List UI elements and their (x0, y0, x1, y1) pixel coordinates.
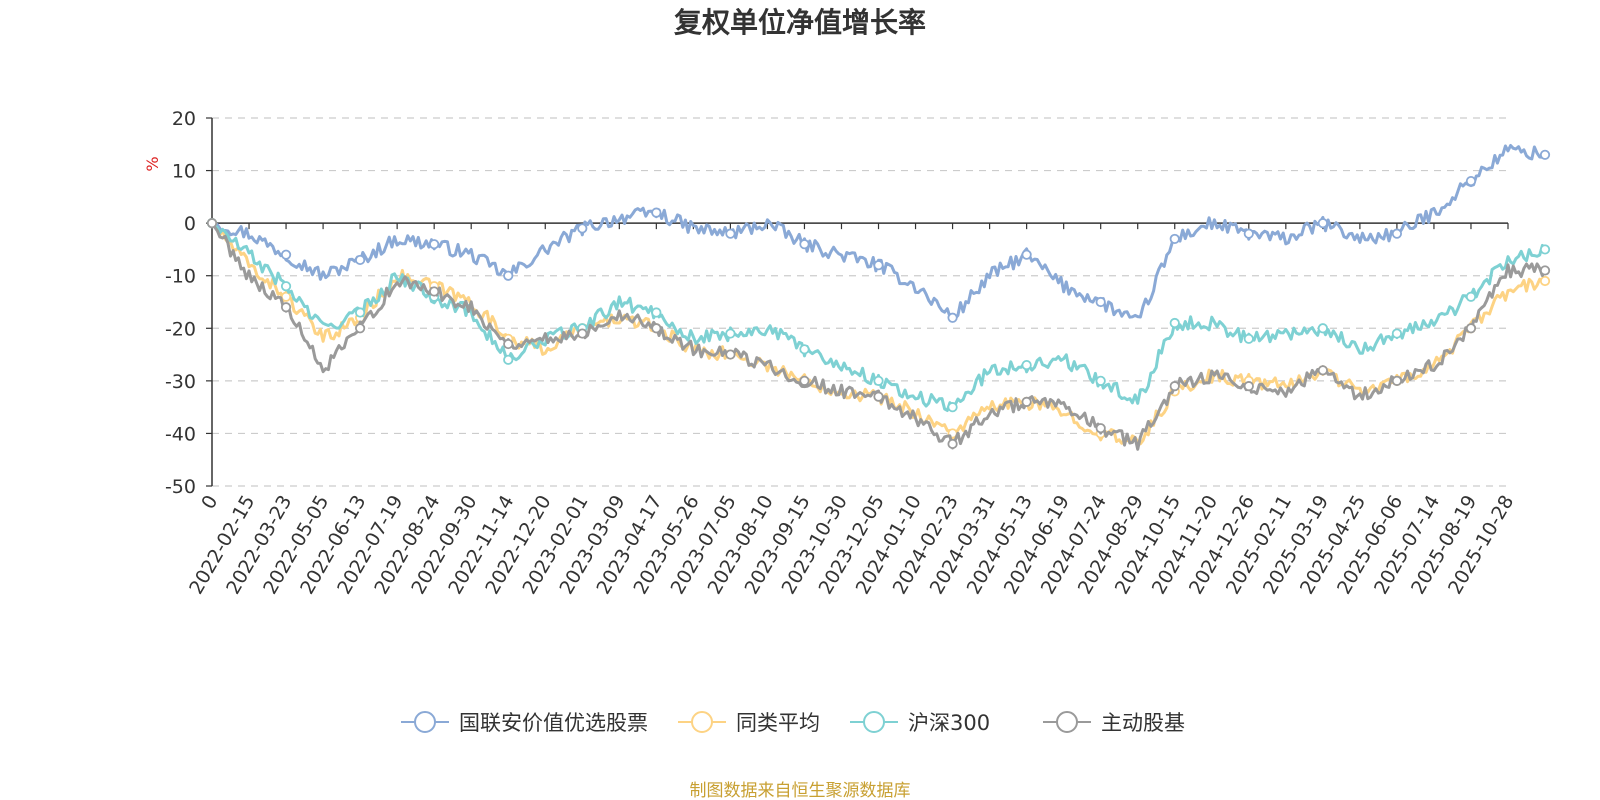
data-point[interactable] (947, 402, 958, 413)
data-point[interactable] (503, 338, 514, 350)
legend-label: 主动股基 (1101, 711, 1185, 735)
data-point[interactable] (355, 307, 366, 318)
legend-marker-icon (1056, 711, 1078, 733)
legend-item[interactable]: 沪深300 (850, 711, 990, 735)
data-point[interactable] (873, 375, 884, 386)
data-point[interactable] (1021, 396, 1032, 407)
source-note: 制图数据来自恒生聚源数据库 (690, 781, 911, 800)
y-tick-label: -40 (165, 423, 196, 445)
chart-title: 复权单位净值增长率 (674, 6, 926, 39)
data-point[interactable] (1169, 381, 1180, 392)
axis-layer: 20100-10-20-30-40-5002022-02-152022-03-2… (165, 108, 1518, 598)
legend-item[interactable]: 同类平均 (678, 711, 820, 735)
y-axis-unit: % (143, 156, 162, 171)
data-point[interactable] (725, 228, 736, 239)
legend-marker-icon (414, 711, 436, 733)
data-point[interactable] (503, 270, 514, 281)
data-point[interactable] (1169, 233, 1180, 245)
data-point[interactable] (1317, 323, 1328, 334)
data-point[interactable] (1021, 359, 1032, 371)
legend[interactable]: 国联安价值优选股票 同类平均 沪深300 主动股基 (401, 711, 1185, 735)
legend-marker-icon (691, 711, 713, 733)
y-tick-label: 20 (172, 108, 196, 130)
data-point[interactable] (1243, 228, 1254, 239)
data-point[interactable] (1243, 333, 1254, 344)
data-point[interactable] (799, 239, 810, 250)
data-point[interactable] (280, 249, 292, 260)
data-point[interactable] (355, 323, 366, 334)
y-tick-label: -50 (165, 476, 196, 498)
data-point[interactable] (1317, 365, 1328, 376)
data-point[interactable] (1539, 275, 1551, 287)
data-point[interactable] (1465, 323, 1477, 334)
series-1 (206, 218, 1551, 446)
y-tick-label: 0 (184, 213, 196, 235)
data-point[interactable] (280, 302, 292, 313)
data-point[interactable] (429, 286, 440, 297)
data-point[interactable] (503, 354, 514, 365)
data-point[interactable] (577, 223, 588, 234)
legend-label: 同类平均 (736, 711, 820, 735)
data-point[interactable] (873, 391, 884, 402)
data-point[interactable] (651, 323, 662, 334)
data-point[interactable] (1391, 228, 1403, 239)
series-line (211, 144, 1547, 320)
data-point[interactable] (1465, 175, 1477, 187)
data-point[interactable] (725, 349, 736, 360)
data-point[interactable] (799, 344, 810, 355)
legend-label: 国联安价值优选股票 (459, 711, 648, 735)
data-point[interactable] (1169, 317, 1180, 329)
series-3 (206, 218, 1551, 451)
data-point[interactable] (725, 328, 736, 339)
data-point[interactable] (1465, 291, 1477, 302)
legend-item[interactable]: 主动股基 (1043, 711, 1185, 735)
data-point[interactable] (1391, 328, 1403, 339)
series-0 (206, 144, 1551, 323)
grid-layer (212, 117, 1508, 487)
y-tick-label: 10 (172, 161, 196, 183)
data-point[interactable] (1317, 218, 1328, 229)
data-point[interactable] (651, 207, 662, 218)
data-point[interactable] (873, 260, 884, 271)
data-point[interactable] (1095, 296, 1106, 308)
data-point[interactable] (651, 307, 662, 318)
data-point[interactable] (1539, 244, 1551, 255)
data-point[interactable] (1095, 375, 1106, 386)
data-point[interactable] (1539, 149, 1551, 160)
data-point[interactable] (429, 239, 440, 250)
series-line (210, 222, 1547, 451)
data-point[interactable] (1539, 265, 1551, 276)
data-point[interactable] (1095, 423, 1106, 434)
data-point[interactable] (947, 438, 958, 450)
series-layer (206, 144, 1551, 451)
y-tick-label: -30 (165, 371, 196, 393)
y-tick-label: -20 (165, 318, 196, 340)
series-line (210, 222, 1546, 446)
y-tick-label: -10 (165, 266, 196, 288)
data-point[interactable] (1391, 375, 1403, 386)
data-point[interactable] (280, 281, 292, 292)
legend-item[interactable]: 国联安价值优选股票 (401, 711, 648, 735)
data-point[interactable] (947, 312, 958, 323)
legend-marker-icon (863, 711, 885, 733)
legend-label: 沪深300 (908, 711, 990, 735)
data-point[interactable] (1021, 249, 1032, 260)
data-point[interactable] (1243, 381, 1254, 392)
x-tick-label: 0 (197, 492, 222, 513)
data-point[interactable] (799, 375, 810, 386)
data-point[interactable] (577, 328, 588, 339)
data-point[interactable] (280, 291, 292, 302)
data-point[interactable] (355, 254, 366, 266)
data-point[interactable] (206, 218, 218, 229)
